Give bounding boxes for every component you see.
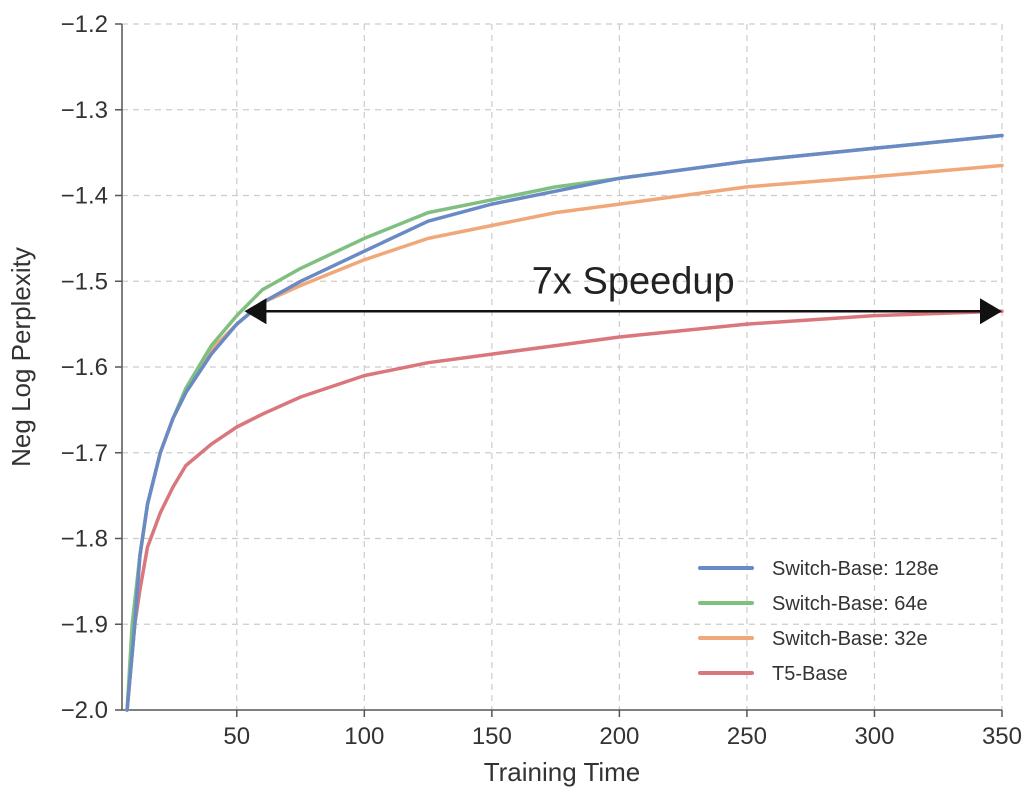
legend-label: T5-Base	[772, 663, 848, 685]
y-tick-label: −1.5	[61, 268, 108, 295]
y-tick-label: −2.0	[61, 697, 108, 724]
y-tick-label: −1.6	[61, 354, 108, 381]
legend-label: Switch-Base: 128e	[772, 558, 939, 580]
x-axis-title: Training Time	[484, 757, 641, 787]
y-ticks: −2.0 −1.9 −1.8 −1.7 −1.6 −1.5 −1.4 −1.3 −1.2	[61, 11, 122, 724]
series-line-t5-base	[125, 309, 1004, 712]
x-tick-label: 150	[472, 723, 512, 750]
legend-label: Switch-Base: 32e	[772, 628, 928, 650]
x-tick-label: 250	[727, 723, 767, 750]
x-tick-label: 300	[854, 723, 894, 750]
y-tick-label: −1.3	[61, 97, 108, 124]
y-tick-label: −1.2	[61, 11, 108, 38]
legend-label: Switch-Base: 64e	[772, 593, 928, 615]
y-tick-label: −1.8	[61, 526, 108, 553]
speedup-annotation: 7x Speedup	[244, 260, 1002, 325]
annotation-label: 7x Speedup	[532, 260, 735, 302]
arrow-head-right	[980, 298, 1002, 325]
x-tick-label: 200	[599, 723, 639, 750]
x-tick-label: 100	[344, 723, 384, 750]
y-tick-label: −1.7	[61, 440, 108, 467]
y-tick-label: −1.9	[61, 611, 108, 638]
x-ticks: 50 100 150 200 250 300 350	[223, 710, 1022, 750]
grid-lines	[122, 23, 1003, 710]
x-tick-label: 350	[982, 723, 1022, 750]
y-tick-label: −1.4	[61, 183, 108, 210]
arrow-head-left	[244, 298, 267, 325]
x-tick-label: 50	[223, 723, 250, 750]
y-axis-title: Neg Log Perplexity	[6, 247, 36, 467]
legend: Switch-Base: 128e Switch-Base: 64e Switch-…	[698, 558, 939, 685]
